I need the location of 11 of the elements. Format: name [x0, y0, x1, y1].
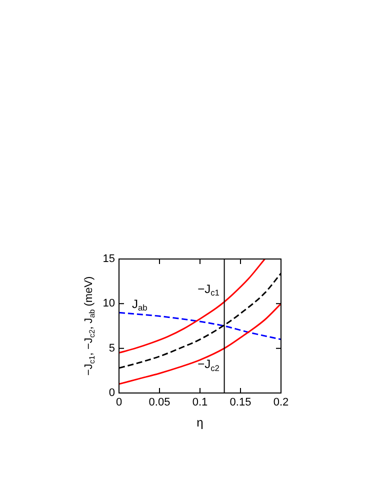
y-tick-label: 10: [102, 298, 115, 310]
line-series: [119, 259, 266, 354]
y-tick-label: 5: [108, 342, 115, 354]
x-tick-label: 0.1: [192, 396, 208, 409]
line-series: [119, 312, 281, 340]
y-tick-label: 15: [102, 253, 115, 266]
y-tick-label: 0: [108, 387, 115, 400]
x-tick-label: 0.15: [230, 396, 252, 409]
x-tick-label: 0.2: [273, 396, 289, 409]
x-tick-label: 0.05: [148, 396, 170, 409]
x-axis-title: η: [196, 415, 204, 430]
